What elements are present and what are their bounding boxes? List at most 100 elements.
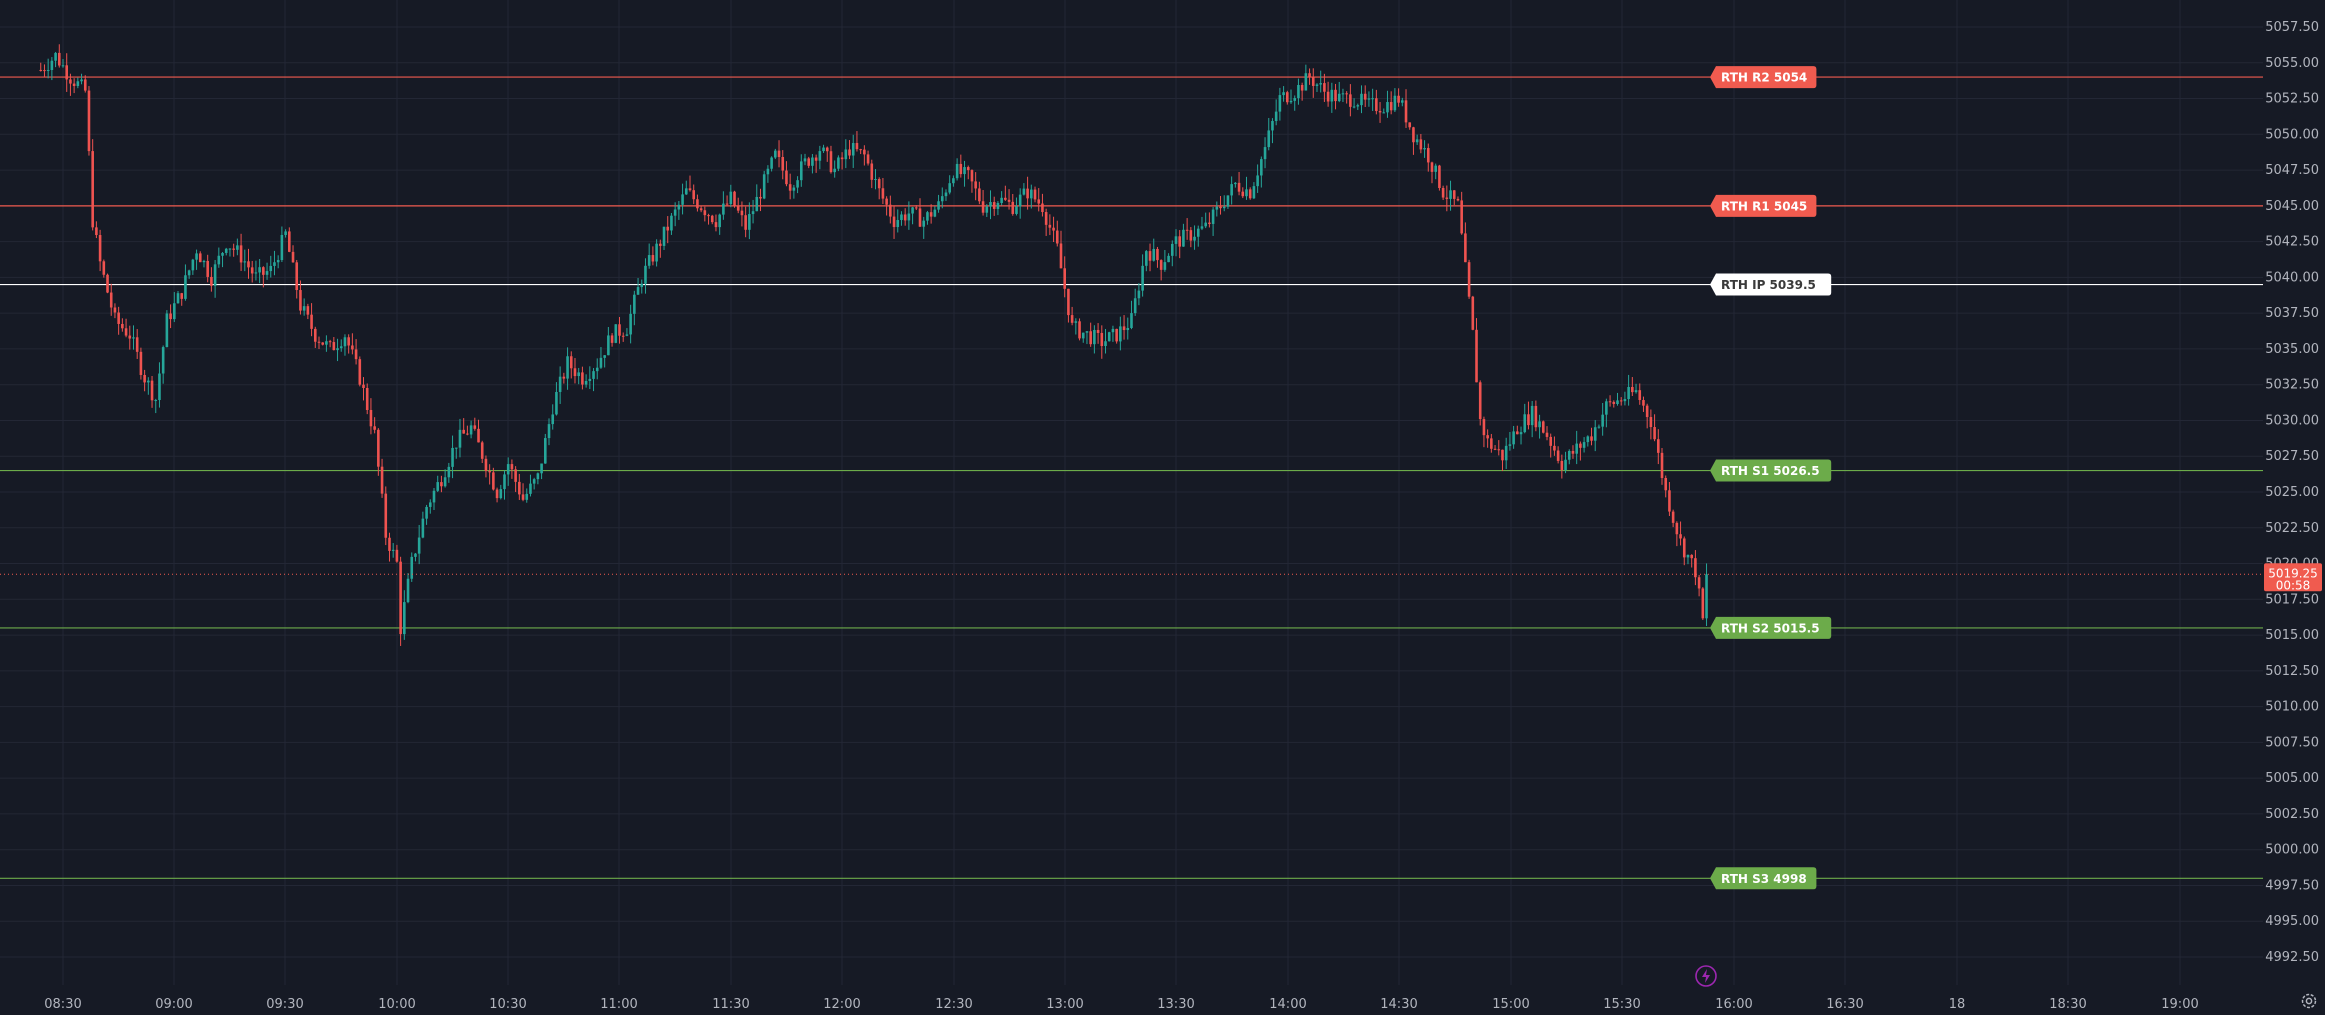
candle (1230, 176, 1233, 205)
candle (1256, 164, 1259, 193)
candle (1430, 161, 1434, 184)
flash-icon[interactable] (1694, 964, 1718, 988)
candle (1586, 435, 1590, 447)
candle-body (1679, 534, 1682, 539)
candle (1504, 437, 1508, 470)
candle (121, 318, 124, 332)
candle (176, 290, 180, 304)
candle (811, 154, 814, 174)
candle-body (714, 222, 718, 228)
candle-body (1464, 233, 1467, 263)
candle (83, 75, 87, 93)
candle-body (495, 489, 499, 499)
candle (72, 78, 76, 94)
candle-body (940, 196, 944, 202)
candle-body (462, 429, 465, 434)
candle-body (1133, 298, 1137, 314)
candle (1174, 229, 1178, 257)
candle (1605, 398, 1608, 428)
candle (473, 417, 477, 431)
candle-body (710, 215, 714, 223)
candle (213, 259, 217, 298)
candle (1282, 86, 1285, 102)
candle-body (1022, 188, 1026, 195)
candle-body (469, 425, 473, 435)
gear-icon[interactable] (2299, 991, 2319, 1011)
candle-body (1579, 443, 1582, 448)
candle (688, 175, 692, 192)
candle (785, 161, 788, 187)
candle-body (76, 81, 80, 86)
candle (992, 196, 996, 216)
candle (1182, 223, 1185, 247)
candle-body (202, 260, 206, 263)
candle-body (1415, 139, 1419, 143)
candle-body (139, 351, 143, 375)
candle (547, 418, 551, 446)
candle (1415, 134, 1419, 145)
candle-body (1345, 93, 1348, 95)
candle (351, 333, 354, 355)
candle (269, 255, 273, 278)
candle-body (1434, 165, 1437, 172)
candle (1464, 222, 1467, 263)
candle (955, 158, 959, 181)
candle-body (959, 163, 963, 175)
candle (1408, 122, 1412, 130)
candle-body (525, 493, 529, 500)
candle-body (187, 270, 191, 276)
candle (499, 484, 503, 500)
candle (781, 150, 785, 180)
candle-body (458, 429, 462, 448)
price-axis[interactable]: 5057.50 5055.00 5052.50 5050.00 5047.50 5045.… (2265, 20, 2319, 965)
candle-body (922, 220, 926, 227)
candle-body (1660, 452, 1664, 478)
x-tick-label: 12:00 (823, 997, 860, 1012)
candle (466, 425, 469, 436)
candle-body (1460, 200, 1463, 234)
candle-body (336, 348, 339, 351)
candle-body (273, 262, 276, 266)
x-tick-label: 15:00 (1492, 997, 1529, 1012)
candle (1478, 380, 1482, 426)
candle (1553, 436, 1556, 456)
candle-body (1200, 226, 1204, 229)
candle (432, 488, 436, 510)
candle-body (788, 184, 792, 191)
time-axis[interactable]: 08:30 09:00 09:30 10:00 10:30 11:00 11:30 12:00… (44, 997, 2198, 1012)
candle (699, 206, 703, 213)
candle (714, 214, 718, 232)
y-tick-label: 5057.50 (2265, 20, 2319, 35)
candle-body (1208, 222, 1211, 224)
candle (1145, 250, 1148, 272)
candle (1438, 164, 1441, 191)
candle-body (506, 464, 510, 475)
candle (254, 260, 258, 281)
candle (555, 382, 558, 416)
candle-body (269, 265, 273, 272)
candle-body (1278, 95, 1282, 112)
candle-body (1096, 329, 1100, 333)
candle (889, 195, 892, 224)
candle-body (544, 438, 547, 464)
candle-body (1627, 386, 1630, 400)
candle (670, 212, 673, 235)
candle-body (1375, 98, 1378, 112)
candle (39, 62, 43, 72)
candle (959, 154, 963, 178)
candle (54, 51, 57, 68)
candle (1619, 397, 1623, 406)
candle-body (1423, 148, 1426, 150)
candle (236, 238, 239, 256)
candle-body (295, 262, 299, 291)
candle-body (69, 79, 72, 84)
candle-body (61, 65, 65, 67)
candle-body (518, 481, 521, 495)
candle (1675, 521, 1679, 547)
candle (870, 159, 874, 189)
candle-body (551, 414, 555, 425)
candle (1705, 563, 1708, 627)
candle-body (54, 52, 57, 61)
candle (1052, 216, 1055, 243)
